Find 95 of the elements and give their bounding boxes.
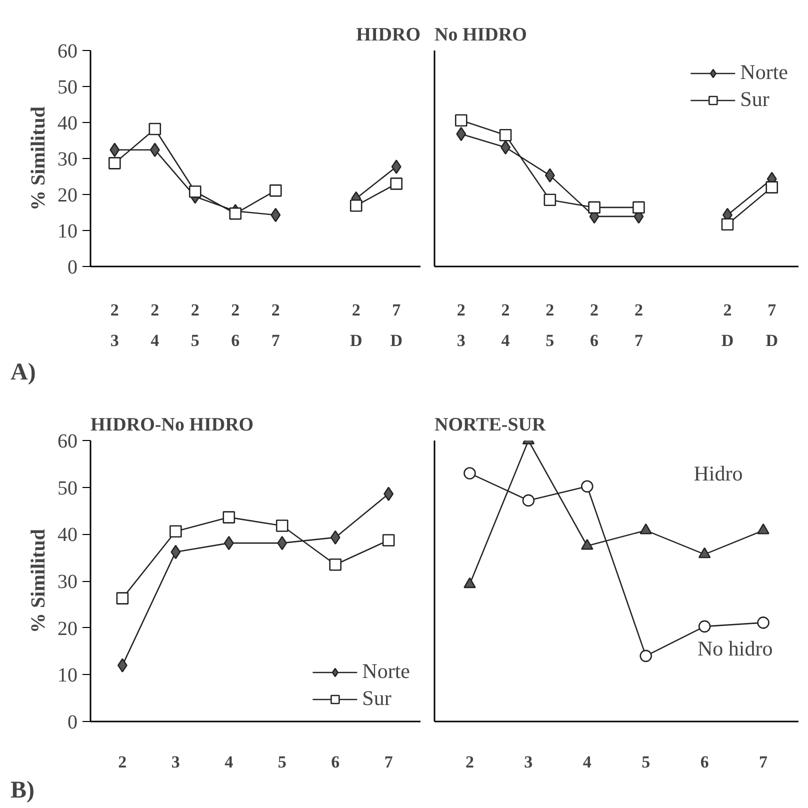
y-tick-label: 10 — [58, 664, 78, 687]
point — [270, 208, 281, 222]
x-tick-label: 2 6 — [231, 300, 240, 350]
x-tick-label: 2 D — [721, 300, 734, 350]
x-tick-label: 5 — [642, 752, 650, 772]
series-label: No hidro — [697, 636, 773, 661]
point — [721, 218, 734, 231]
x-tick-label: 2 — [465, 752, 474, 772]
y-tick-label: 60 — [58, 430, 78, 452]
point — [499, 128, 512, 142]
point — [224, 536, 234, 550]
point — [277, 536, 288, 550]
x-tick-label: 2 D — [350, 300, 362, 350]
point — [170, 525, 182, 538]
point — [588, 201, 600, 214]
y-tick-label: 40 — [58, 112, 78, 134]
x-tick-label: 2 3 — [456, 300, 466, 350]
x-tick-label: 6 — [331, 752, 340, 772]
y-tick-label: 0 — [68, 712, 78, 734]
point — [148, 122, 162, 136]
x-tick-label: 2 5 — [546, 300, 554, 350]
point — [522, 494, 535, 507]
x-tick-label: 2 5 — [190, 300, 200, 350]
point — [456, 126, 466, 142]
y-tick-label: 40 — [58, 524, 78, 546]
x-tick-label: 2 3 — [110, 300, 119, 350]
x-tick-label: 2 7 — [271, 300, 280, 350]
y-tick-label: 30 — [58, 571, 78, 593]
point — [329, 558, 342, 571]
point — [384, 486, 394, 502]
chart-title: HIDRO-No HIDRO — [90, 414, 254, 436]
x-tick-label: 2 6 — [590, 300, 599, 350]
point — [350, 200, 362, 212]
chart-title: No HIDRO — [434, 24, 527, 46]
point — [698, 547, 711, 558]
point — [454, 114, 468, 126]
y-axis-title: % Similitud — [28, 106, 50, 210]
y-tick-label: 50 — [58, 477, 78, 500]
legend-label: Sur — [362, 686, 392, 711]
x-tick-label: 5 — [278, 752, 286, 772]
point — [580, 538, 594, 550]
x-tick-label: 7 D — [390, 300, 402, 350]
point — [276, 520, 288, 532]
x-tick-label: 7 — [384, 752, 394, 772]
point — [632, 201, 645, 214]
point — [757, 523, 770, 534]
point — [330, 530, 340, 545]
x-tick-label: 2 — [118, 752, 127, 772]
point — [108, 157, 121, 170]
legend-label: Norte — [740, 60, 788, 85]
chart-title: HIDRO — [356, 24, 421, 46]
point — [544, 194, 556, 206]
legend-label: Norte — [362, 659, 410, 684]
x-tick-label: 2 7 — [634, 300, 644, 350]
point — [640, 650, 652, 662]
point — [117, 658, 128, 672]
x-tick-label: 3 — [171, 752, 180, 772]
chart-title: NORTE-SUR — [434, 414, 546, 436]
y-tick-label: 30 — [58, 148, 78, 170]
text: B) — [10, 778, 34, 804]
y-tick-label: 50 — [58, 76, 78, 98]
point — [382, 534, 395, 546]
legend-label: Sur — [740, 87, 770, 112]
y-tick-label: 60 — [58, 40, 78, 62]
point — [698, 620, 711, 633]
y-tick-label: 10 — [58, 220, 78, 242]
point — [464, 577, 476, 588]
point — [580, 480, 594, 493]
point — [391, 160, 402, 174]
x-tick-label: 6 — [700, 752, 709, 772]
x-tick-label: 4 — [582, 752, 592, 772]
point — [269, 184, 282, 197]
point — [222, 511, 236, 524]
x-tick-label: 7 D — [766, 300, 778, 350]
point — [170, 544, 181, 560]
point — [229, 207, 242, 220]
y-tick-label: 0 — [68, 256, 78, 278]
text: A) — [10, 360, 36, 386]
point — [150, 142, 160, 158]
y-tick-label: 20 — [58, 184, 78, 206]
point — [640, 523, 652, 534]
point — [544, 168, 555, 183]
x-tick-label: 2 4 — [150, 300, 160, 350]
point — [116, 592, 129, 604]
point — [110, 142, 120, 158]
text: Hidro — [694, 461, 743, 486]
point — [188, 185, 202, 198]
y-axis-title: % Similitud — [28, 529, 50, 633]
x-tick-label: 3 — [524, 752, 533, 772]
y-tick-label: 20 — [58, 618, 78, 640]
x-tick-label: 2 4 — [501, 300, 510, 350]
point — [500, 140, 511, 154]
x-tick-label: 7 — [759, 752, 768, 772]
x-tick-label: 4 — [224, 752, 234, 772]
point — [766, 181, 778, 194]
